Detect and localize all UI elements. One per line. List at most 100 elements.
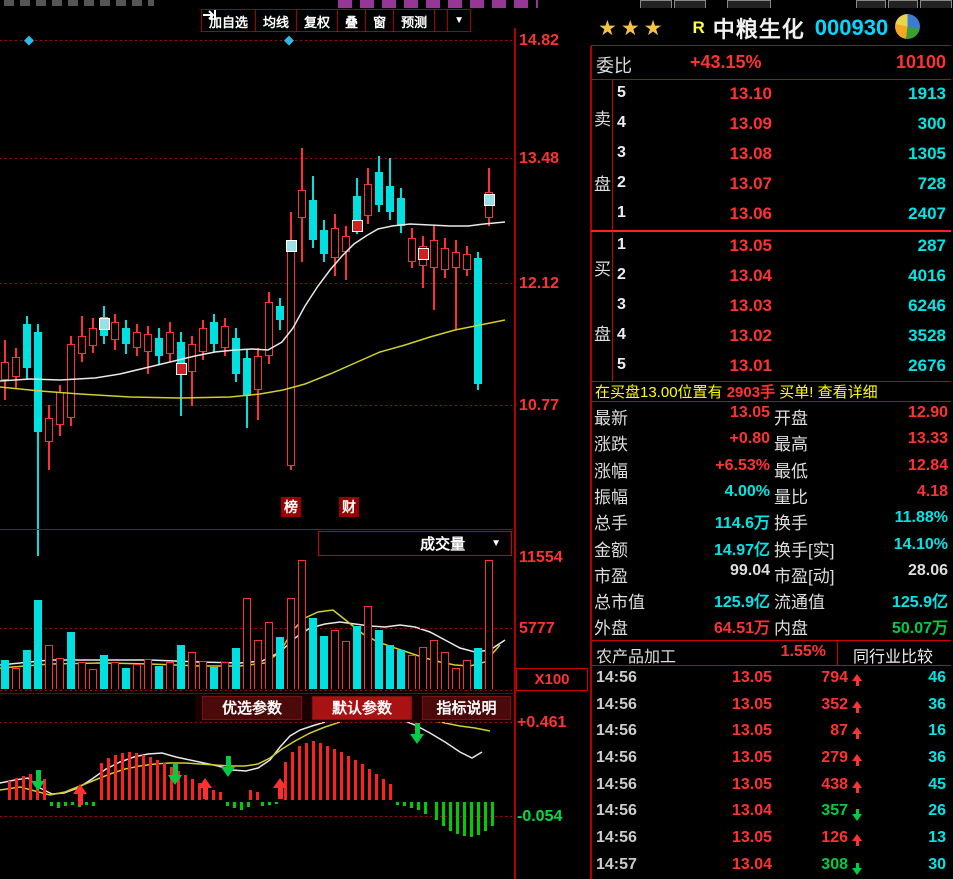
sell-price[interactable]: 13.10	[729, 84, 772, 103]
indicator-bar-up	[100, 763, 103, 800]
indicator-bar-down	[491, 802, 494, 826]
signal-marker	[484, 194, 495, 206]
quote-header: ★★★ R 中粮生化 000930	[598, 12, 948, 44]
stock-name[interactable]: 中粮生化	[712, 17, 805, 42]
sell-level[interactable]: 3	[617, 144, 626, 161]
volume-indicator-dropdown[interactable]: 成交量 ▼	[318, 531, 512, 556]
sell-price[interactable]: 13.06	[729, 204, 772, 223]
tick-volume: 352	[760, 696, 862, 714]
stat-label: 涨幅	[594, 461, 628, 481]
sell-level[interactable]: 2	[617, 174, 626, 191]
pane-divider	[0, 693, 513, 694]
indicator-bar-up	[22, 776, 25, 800]
price-gridline	[0, 283, 512, 284]
buy-price[interactable]: 13.01	[729, 356, 772, 375]
price-axis-label: 13.48	[519, 150, 560, 167]
buy-volume: 4016	[908, 266, 946, 285]
volume-bar	[474, 648, 482, 689]
candle	[188, 344, 196, 372]
stat-value: 14.10%	[893, 535, 948, 553]
up-arrow-icon	[852, 780, 862, 793]
candle	[111, 322, 119, 340]
buy-level[interactable]: 4	[617, 326, 626, 343]
stock-code[interactable]: 000930	[814, 15, 889, 40]
stat-value: 14.97亿	[713, 541, 770, 559]
buy-price[interactable]: 13.05	[729, 236, 772, 255]
indicator-bar-up	[291, 752, 294, 800]
volume-axis-label: 11554	[519, 549, 563, 566]
order-notice[interactable]: 在买盘13.00位置有 2903手 买单! 查看详细	[591, 381, 951, 402]
window-button-fragment	[856, 0, 886, 8]
candle	[45, 418, 53, 442]
diamond-marker: ◆	[24, 32, 34, 47]
toolbar-button-5[interactable]: 预测	[393, 9, 436, 32]
sector-row[interactable]: 农产品加工 1.55% 同行业比较	[591, 641, 951, 666]
signal-marker	[99, 318, 110, 330]
buy-level[interactable]: 2	[617, 266, 626, 283]
price-axis-label: 14.82	[519, 32, 560, 49]
tick-count: 36	[928, 695, 946, 713]
sell-price[interactable]: 13.07	[729, 174, 772, 193]
indicator-bar-down	[226, 802, 229, 806]
volume-bar	[133, 664, 141, 689]
indicator-bar-up	[198, 783, 201, 800]
candle	[243, 358, 251, 396]
indicator-help-button[interactable]: 指标说明	[422, 696, 511, 720]
stat-value: 114.6万	[714, 515, 770, 533]
volume-bar	[276, 637, 284, 689]
preferred-params-button[interactable]: 优选参数	[202, 696, 302, 720]
volume-bar	[210, 667, 218, 689]
sell-level[interactable]: 1	[617, 204, 626, 221]
stat-label: 总手	[594, 514, 628, 534]
price-gridline	[0, 40, 512, 41]
indicator-bar-up	[191, 779, 194, 800]
toolbar-button-3[interactable]: 叠	[337, 9, 367, 32]
peer-compare-link[interactable]: 同行业比较	[853, 649, 934, 666]
indicator-bar-up	[142, 755, 145, 800]
tick-time: 14:56	[596, 722, 637, 740]
tick-price: 13.05	[731, 775, 772, 793]
candle	[474, 258, 482, 384]
sell-price[interactable]: 13.09	[729, 114, 772, 133]
volume-bar	[397, 650, 405, 689]
default-params-button[interactable]: 默认参数	[312, 696, 412, 720]
toolbar-button-1[interactable]: 均线	[255, 9, 298, 32]
stat-value: 28.06	[907, 561, 948, 579]
stat-label: 最低	[774, 461, 808, 481]
indicator-bar-up	[184, 775, 187, 800]
sell-level[interactable]: 4	[617, 114, 626, 131]
indicator-bar-down	[71, 802, 74, 805]
pie-chart-icon[interactable]	[895, 14, 920, 39]
candle	[23, 324, 31, 368]
badge-finance[interactable]: 财	[339, 497, 359, 517]
indicator-bar-up	[163, 763, 166, 800]
buy-price[interactable]: 13.04	[729, 266, 772, 285]
tick-count: 45	[928, 775, 946, 793]
buy-level[interactable]: 3	[617, 296, 626, 313]
buy-side-label: 盘	[594, 325, 611, 344]
candle	[342, 236, 350, 252]
candle	[364, 184, 372, 216]
toolbar-dropdown-button[interactable]: ▼	[447, 9, 471, 32]
volume-bar	[243, 598, 251, 689]
sell-level[interactable]: 5	[617, 84, 626, 101]
buy-price[interactable]: 13.03	[729, 296, 772, 315]
indicator-bar-down	[92, 802, 95, 806]
buy-level[interactable]: 1	[617, 236, 626, 253]
badge-rank[interactable]: 榜	[281, 497, 301, 517]
buy-price[interactable]: 13.02	[729, 326, 772, 345]
volume-bar	[452, 668, 460, 689]
stat-label: 开盘	[774, 409, 808, 428]
candle-wick	[345, 226, 347, 280]
indicator-bar-down	[85, 802, 88, 805]
buy-signal-arrow-icon	[73, 784, 87, 805]
sell-volume: 728	[917, 174, 946, 193]
price-gridline	[0, 158, 512, 159]
volume-bar	[67, 632, 75, 689]
tick-count: 46	[928, 669, 946, 686]
sell-price[interactable]: 13.08	[729, 144, 772, 163]
buy-level[interactable]: 5	[617, 356, 626, 373]
rating-stars-icon: ★★★	[598, 16, 667, 40]
window-button-fragment	[640, 0, 672, 8]
